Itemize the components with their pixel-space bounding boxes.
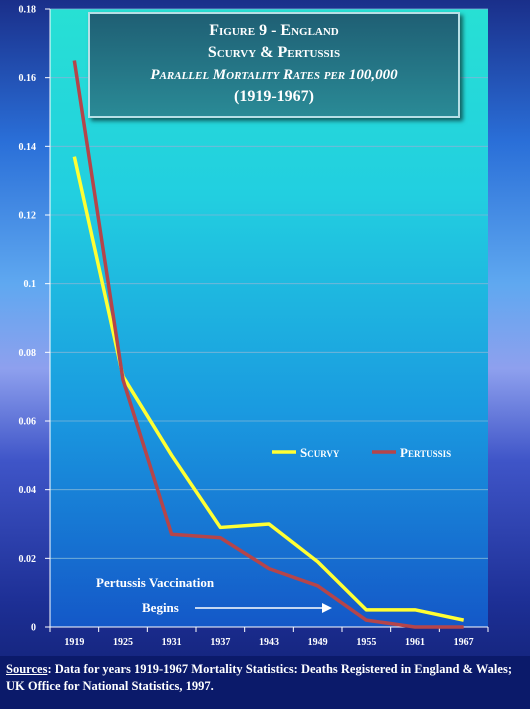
vaccination-annotation-line1: Pertussis Vaccination [96,575,215,590]
vaccination-arrow-head [322,603,332,613]
x-tick-label: 1937 [210,637,230,648]
source-label: Sources [6,662,48,676]
chart-title-line2: Scurvy & Pertussis [207,44,341,61]
x-tick-label: 1955 [356,637,376,648]
x-tick-label: 1919 [64,637,84,648]
y-tick-label: 0.08 [19,348,37,359]
x-tick-label: 1931 [162,637,182,648]
source-footer: Sources: Data for years 1919-1967 Mortal… [0,656,530,709]
y-tick-label: 0.12 [19,211,37,222]
y-tick-label: 0.16 [19,73,37,84]
chart-title-line1: Figure 9 - England [209,22,339,39]
y-tick-label: 0.04 [19,485,37,496]
y-tick-label: 0.02 [19,554,37,565]
pertussis-legend-label: Pertussis [400,445,451,460]
x-tick-label: 1925 [113,637,133,648]
source-text: : Data for years 1919-1967 Mortality Sta… [6,662,512,693]
scurvy-legend-label: Scurvy [300,445,340,460]
y-tick-label: 0.18 [19,5,37,16]
vaccination-annotation-line2: Begins [142,600,179,615]
chart-title-box: Figure 9 - England Scurvy & Pertussis Pa… [88,12,460,118]
x-tick-label: 1961 [405,637,425,648]
x-tick-label: 1949 [308,637,328,648]
x-tick-label: 1943 [259,637,279,648]
y-tick-label: 0.14 [19,142,37,153]
x-tick-label: 1967 [454,637,474,648]
y-tick-label: 0.06 [19,417,37,428]
y-tick-label: 0.1 [24,279,37,290]
chart-subtitle: Parallel Mortality Rates per 100,000 [150,67,398,83]
y-tick-label: 0 [31,623,36,634]
chart-year-range: (1919-1967) [234,88,314,105]
